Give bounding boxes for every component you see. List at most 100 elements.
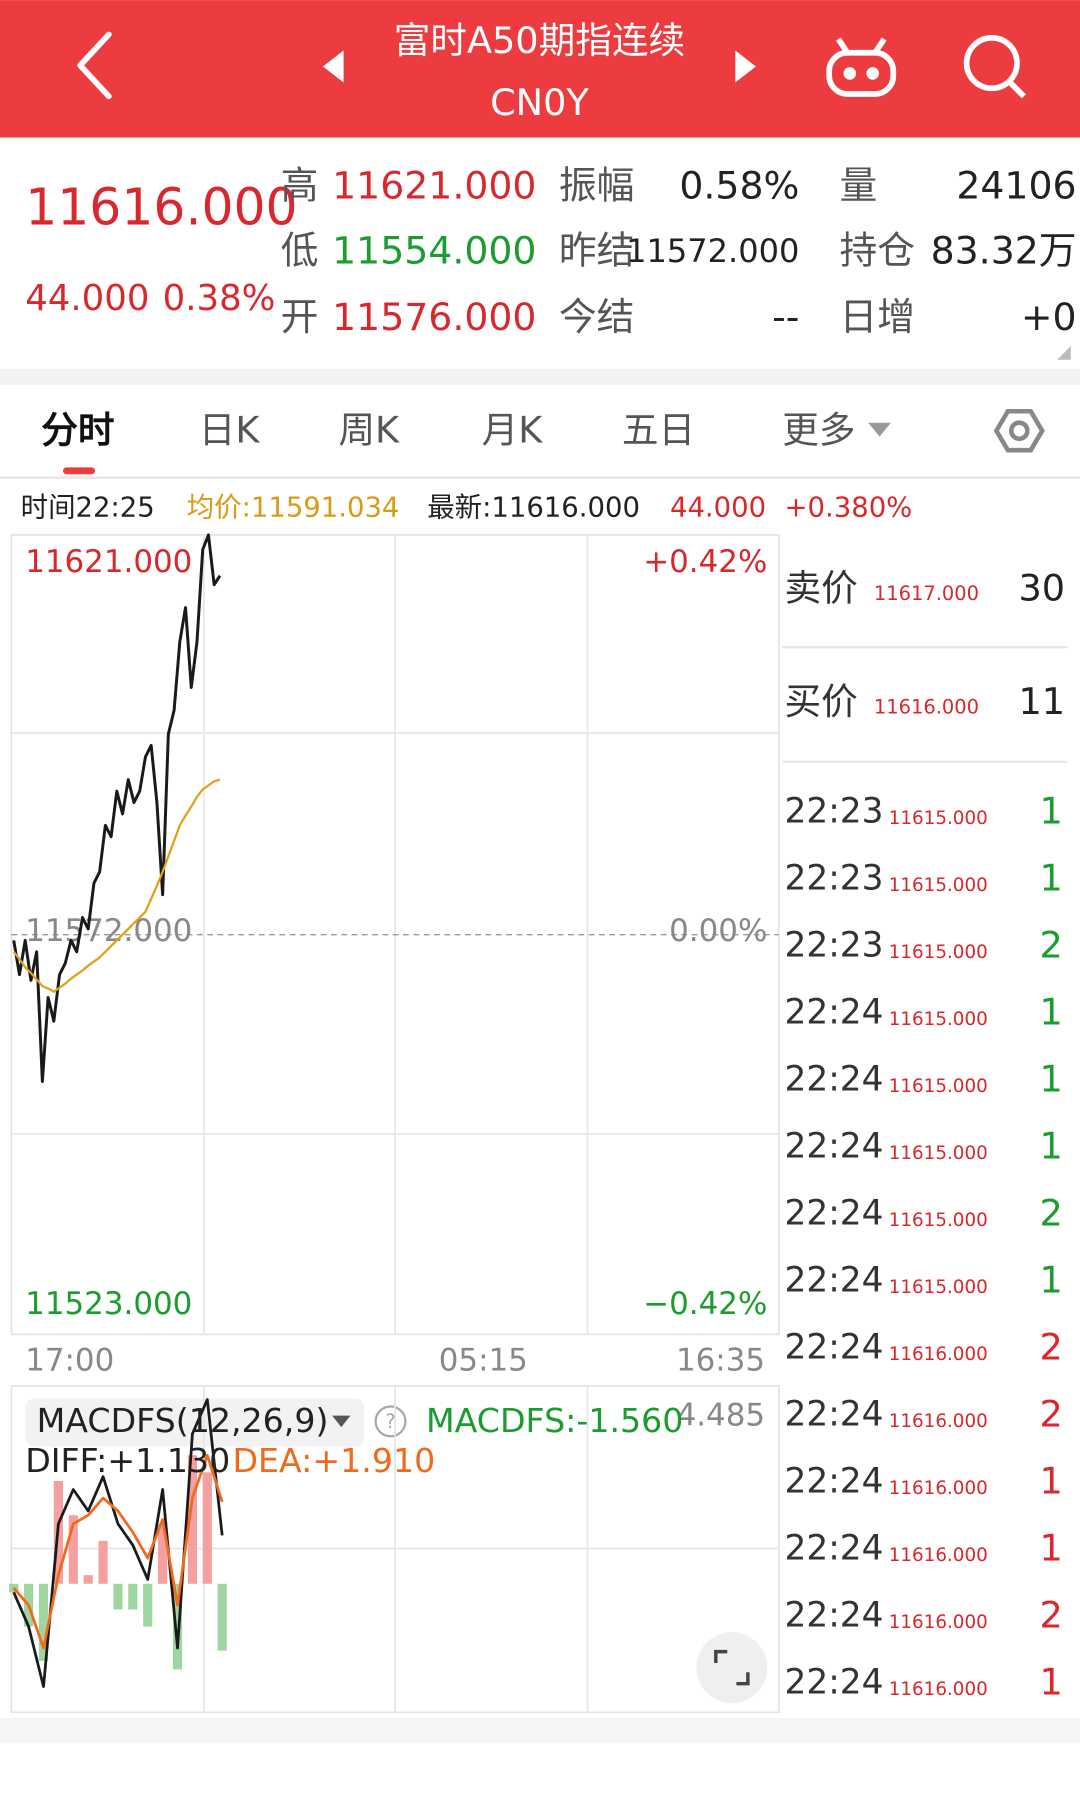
trade-time: 22:24: [785, 1395, 884, 1435]
trade-price: 11616.000: [889, 1612, 988, 1633]
search-icon[interactable]: [963, 35, 1026, 99]
trade-qty: 1: [1040, 1460, 1063, 1503]
macd-bar: [158, 1523, 168, 1584]
field-label: 日增: [839, 295, 915, 339]
book-qty: 30: [1019, 566, 1066, 609]
prev-button[interactable]: [322, 50, 344, 83]
book-price: 11616.000: [874, 695, 979, 718]
info-change: 44.000: [670, 492, 766, 524]
y-tick-label: 11621.000: [25, 544, 192, 580]
trade-price: 11615.000: [889, 1143, 988, 1164]
trade-qty: 2: [1040, 1192, 1063, 1235]
info-time: 时间22:25: [21, 492, 155, 524]
trade-time: 22:24: [785, 1261, 884, 1301]
next-button[interactable]: [735, 50, 756, 83]
indicator-select[interactable]: [25, 1398, 365, 1447]
field-value: --: [772, 295, 799, 339]
macd-bar: [83, 1575, 93, 1584]
trade-time: 22:23: [785, 792, 884, 832]
tab[interactable]: 周K: [338, 408, 400, 451]
macd-bar: [98, 1540, 108, 1584]
field-label: 昨结: [559, 229, 635, 273]
trade-price: 11615.000: [889, 1210, 988, 1231]
diff-label: DIFF:+1.130: [25, 1441, 230, 1480]
trade-time: 22:24: [785, 1462, 884, 1502]
trade-price: 11615.000: [889, 942, 988, 963]
y-tick-label: 11523.000: [25, 1286, 192, 1322]
trade-qty: 2: [1040, 1326, 1063, 1369]
change: 44.000: [25, 278, 149, 319]
trade-qty: 1: [1040, 1058, 1063, 1101]
section-gap: [0, 368, 1080, 385]
code: CN0Y: [490, 81, 589, 124]
title: 富时A50期指连续: [394, 19, 685, 62]
book-label: 卖价: [785, 566, 858, 609]
trade-time: 22:24: [785, 1328, 884, 1368]
trade-price: 11616.000: [889, 1478, 988, 1499]
field-value: 11572.000: [626, 232, 799, 270]
tab[interactable]: 五日: [622, 408, 695, 451]
trade-qty: 1: [1040, 790, 1063, 833]
trade-qty: 1: [1040, 1259, 1063, 1302]
macd-tick-label: 4.485: [677, 1397, 765, 1433]
help-mark: ?: [385, 1410, 395, 1433]
tab[interactable]: 更多: [782, 408, 855, 451]
back-button[interactable]: [77, 31, 112, 100]
help-icon[interactable]: [374, 1405, 407, 1438]
tab[interactable]: 月K: [482, 408, 544, 451]
field-value: 24106: [956, 163, 1076, 207]
field-label: 高: [281, 163, 319, 207]
info-avg: 均价:11591.034: [187, 492, 400, 524]
trade-time: 22:24: [785, 1127, 884, 1167]
trade-price: 11615.000: [889, 1277, 988, 1298]
macd-bar: [187, 1455, 197, 1584]
settings-icon[interactable]: [993, 408, 1045, 453]
field-value: 11576.000: [332, 295, 536, 339]
trade-qty: 2: [1040, 1594, 1063, 1637]
change-pct: 0.38%: [163, 278, 276, 319]
macd-bar: [68, 1515, 78, 1584]
trade-qty: 1: [1040, 1527, 1063, 1570]
field-label: 持仓: [839, 229, 915, 273]
info-pct: +0.380%: [785, 492, 913, 524]
x-tick-label: 05:15: [439, 1342, 528, 1378]
fullscreen-button[interactable]: [696, 1632, 768, 1704]
avg-line: [12, 778, 221, 993]
tab[interactable]: 分时: [41, 408, 114, 451]
more-arrow: [868, 422, 892, 437]
macd-bar: [143, 1583, 153, 1627]
trade-qty: 1: [1040, 1661, 1063, 1704]
robot-icon[interactable]: [826, 37, 897, 97]
field-label: 低: [281, 229, 319, 273]
trade-time: 22:23: [785, 859, 884, 899]
trade-qty: 1: [1040, 857, 1063, 900]
indicator-name: MACDFS(12,26,9): [37, 1401, 329, 1440]
macd-bar: [113, 1583, 123, 1610]
trade-time: 22:23: [785, 926, 884, 966]
field-value: 0.58%: [679, 163, 799, 207]
tab-indicator: [62, 467, 96, 475]
trade-time: 22:24: [785, 1194, 884, 1234]
expand-corner[interactable]: [1057, 345, 1071, 360]
dea-line: [12, 1453, 224, 1650]
tab[interactable]: 日K: [199, 408, 261, 451]
field-value: 11554.000: [332, 229, 536, 273]
diff-line: [12, 1398, 224, 1688]
header-bar: [0, 0, 1080, 138]
field-value: 11621.000: [332, 163, 536, 207]
field-value: +0: [1021, 295, 1077, 339]
trade-time: 22:24: [785, 1596, 884, 1636]
bottom-gap: [0, 1718, 1080, 1744]
book-qty: 11: [1019, 680, 1066, 723]
field-label: 今结: [559, 295, 635, 339]
field-label: 振幅: [559, 163, 635, 207]
info-latest: 最新:11616.000: [427, 492, 640, 524]
trade-qty: 1: [1040, 991, 1063, 1034]
trade-qty: 1: [1040, 1125, 1063, 1168]
trade-price: 11616.000: [889, 1545, 988, 1566]
macdfs-label: MACDFS:-1.560: [426, 1401, 683, 1440]
trade-price: 11616.000: [889, 1344, 988, 1365]
trade-price: 11615.000: [889, 808, 988, 829]
field-label: 量: [839, 163, 877, 207]
